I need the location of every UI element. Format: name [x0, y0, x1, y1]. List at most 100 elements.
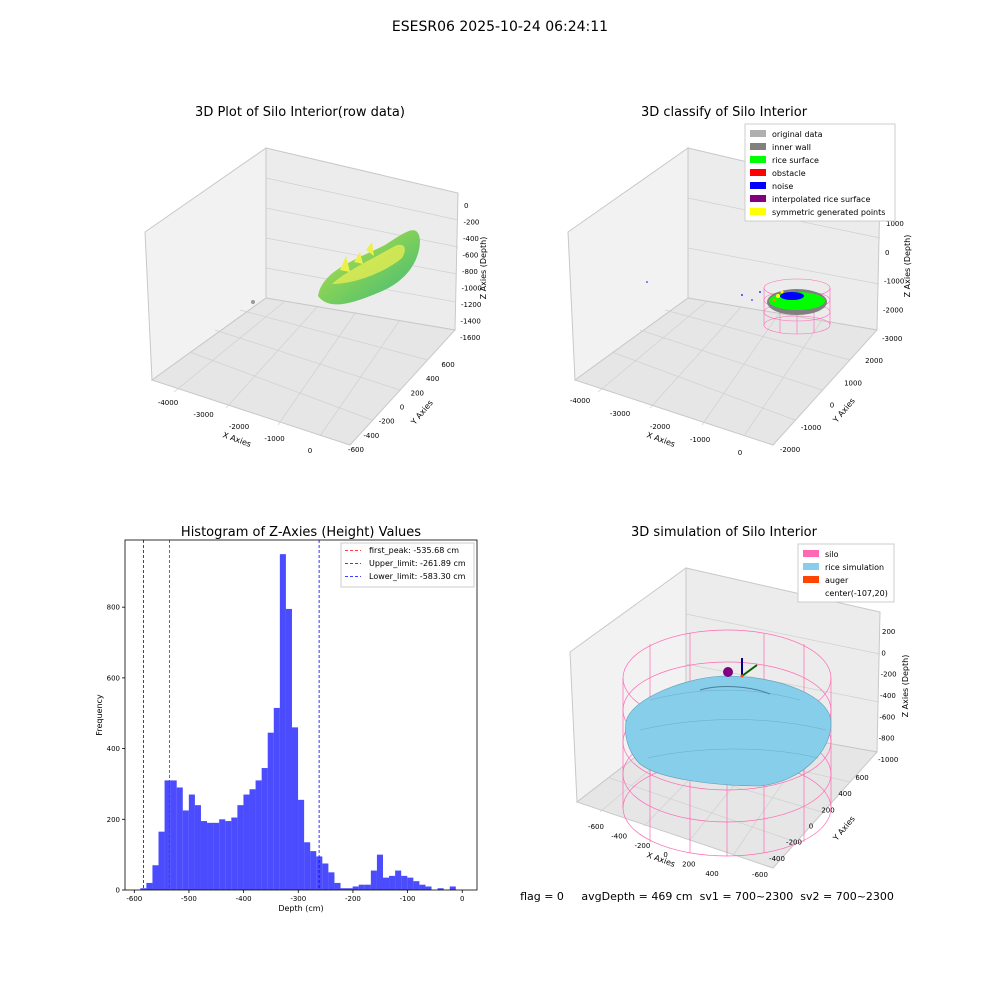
classify-floor-pane [573, 297, 878, 446]
sim-rice-surface [625, 675, 832, 787]
hist-bar [243, 794, 250, 890]
sim-x-tick-label: 200 [682, 861, 695, 869]
sim-y-tick-label: 600 [855, 774, 868, 782]
hist-x-tick-label: -600 [126, 895, 142, 903]
simulation-legend-label: rice simulation [825, 563, 884, 572]
hist-bar [152, 865, 159, 890]
raw-z-tick-label: -200 [464, 219, 480, 227]
hist-bar [395, 870, 402, 890]
classify-y-tick-label: 0 [830, 402, 834, 410]
classify-legend-label: symmetric generated points [772, 208, 885, 217]
raw-x-ticks: -4000 -3000 -2000 -1000 0 [158, 399, 312, 455]
raw-title: 3D Plot of Silo Interior(row data) [195, 105, 405, 120]
sim-z-tick-label: 200 [882, 628, 895, 636]
hist-x-tick-label: -100 [400, 895, 416, 903]
histogram-plot: -600 -500 -400 -300 -200 -100 0 0 200 400 600 800 fi… [107, 539, 478, 903]
sim-z-tick-label: -200 [881, 671, 897, 679]
simulation-legend-swatch [803, 563, 819, 570]
sim-z-tick-label: 0 [881, 649, 885, 657]
hist-bar [304, 842, 311, 890]
raw-z-tick-label: -1600 [460, 334, 480, 342]
raw-x-tick-label: -4000 [158, 399, 178, 407]
sim-ylabel: Y Axies [831, 814, 857, 843]
hist-bar [425, 886, 432, 890]
classify-ylabel: Y Axies [831, 396, 857, 425]
hist-y-tick-label: 800 [107, 604, 120, 612]
raw-zlabel: Z Axies (Depth) [479, 237, 488, 300]
hist-legend-frame [340, 542, 475, 588]
sim-x-ticks: -600 -400 -200 0 200 400 [588, 823, 719, 878]
raw-y-tick-label: -200 [379, 418, 395, 426]
hist-bar [449, 886, 456, 890]
hist-bar [376, 854, 383, 890]
classify-xlabel: X Axies [645, 430, 676, 449]
raw-z-tick-label: -400 [463, 235, 479, 243]
raw-z-tick-label: 0 [464, 202, 468, 210]
hist-bar [261, 768, 268, 890]
raw-y-tick-label: -400 [363, 432, 379, 440]
sim-y-tick-label: -400 [769, 855, 785, 863]
hist-bar [370, 870, 377, 890]
hist-bar [340, 888, 347, 890]
hist-x-tick-label: -300 [290, 895, 306, 903]
hist-bar [182, 810, 189, 890]
simulation-legend: silo rice simulation auger center(-107,20) [797, 543, 895, 603]
classify-y-tick-label: 1000 [844, 379, 862, 387]
panel-simulation-3d: 3D simulation of Silo Interior [569, 525, 910, 879]
sim-y-ticks: -600-400-200 0 200 400 600 [752, 774, 869, 879]
hist-bar [298, 799, 305, 890]
hist-axes-frame [124, 539, 478, 891]
panel-classify-3d: 3D classify of Silo Interior [567, 105, 912, 457]
sim-y-tick-label: -200 [786, 839, 802, 847]
classify-zlabel: Z Axies (Depth) [903, 235, 912, 298]
classify-legend-swatch [750, 195, 766, 202]
classify-legend-label: rice surface [772, 156, 819, 165]
hist-bar [176, 787, 183, 890]
hist-bar [401, 875, 408, 890]
hist-bar [382, 877, 390, 890]
hist-bar [200, 821, 208, 890]
hist-x-tick-label: 0 [460, 895, 464, 903]
classify-legend-swatch [750, 169, 766, 176]
hist-bar [352, 886, 359, 890]
hist-bar [267, 732, 274, 890]
classify-legend-label: original data [772, 130, 823, 139]
sim-y-tick-label: 200 [821, 806, 834, 814]
classify-legend-label: obstacle [772, 169, 806, 178]
hist-bar [140, 888, 147, 890]
classify-point-groups [646, 281, 827, 315]
classify-y-ticks: -2000 -1000 0 1000 2000 [780, 357, 883, 454]
classify-x-tick-label: -3000 [610, 410, 630, 418]
hist-bar [389, 875, 396, 890]
classify-legend-frame [744, 123, 896, 222]
hist-bar [316, 856, 323, 890]
simulation-legend-label: auger [825, 576, 849, 585]
classify-z-tick-label: -1000 [884, 278, 904, 286]
hist-x-tick-label: -400 [236, 895, 252, 903]
raw-y-tick-label: 600 [441, 361, 454, 369]
classify-y-tick-label: -2000 [780, 446, 800, 454]
figure-title: ESESR06 2025-10-24 06:24:11 [392, 19, 608, 35]
hist-title: Histogram of Z-Axies (Height) Values [181, 525, 421, 540]
raw-z-tick-label: -600 [463, 252, 479, 260]
raw-floor-pane [150, 297, 456, 446]
hist-bar [219, 819, 226, 890]
hist-x-tick-label: -200 [345, 895, 361, 903]
sim-z-ticks: 200 0 -200 -400 -600 -800 -1000 [878, 628, 898, 764]
hist-bar [213, 822, 220, 890]
hist-x-tick-label: -500 [181, 895, 197, 903]
classify-legend-swatch [750, 130, 766, 137]
classify-x-tick-label: -2000 [650, 423, 670, 431]
classify-x-tick-label: -4000 [570, 397, 590, 405]
classify-legend-label: noise [772, 182, 793, 191]
hist-bar [225, 821, 232, 890]
sim-x-tick-label: -600 [588, 823, 604, 831]
classify-y-tick-label: -1000 [801, 424, 821, 432]
hist-bar [291, 727, 299, 890]
hist-legend-label: Upper_limit: -261.89 cm [369, 559, 466, 568]
sim-z-tick-label: -1000 [878, 756, 898, 764]
hist-bar [231, 817, 238, 890]
panel-histogram: Histogram of Z-Axies (Height) Values -60… [95, 525, 478, 913]
hist-bar [170, 780, 177, 890]
